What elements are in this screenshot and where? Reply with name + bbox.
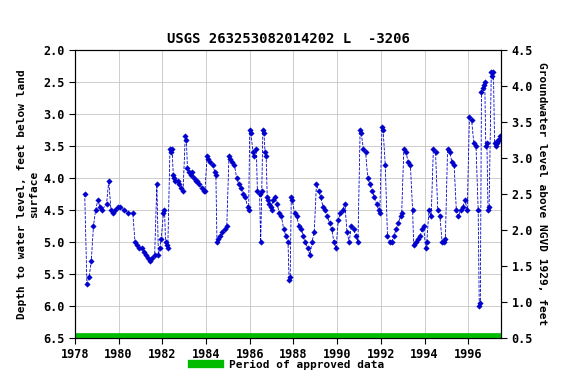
Y-axis label: Depth to water level, feet below land
surface: Depth to water level, feet below land su… xyxy=(17,69,39,319)
Legend: Period of approved data: Period of approved data xyxy=(188,356,388,375)
Title: USGS 263253082014202 L  -3206: USGS 263253082014202 L -3206 xyxy=(166,32,410,46)
Y-axis label: Groundwater level above NGVD 1929, feet: Groundwater level above NGVD 1929, feet xyxy=(537,62,547,326)
